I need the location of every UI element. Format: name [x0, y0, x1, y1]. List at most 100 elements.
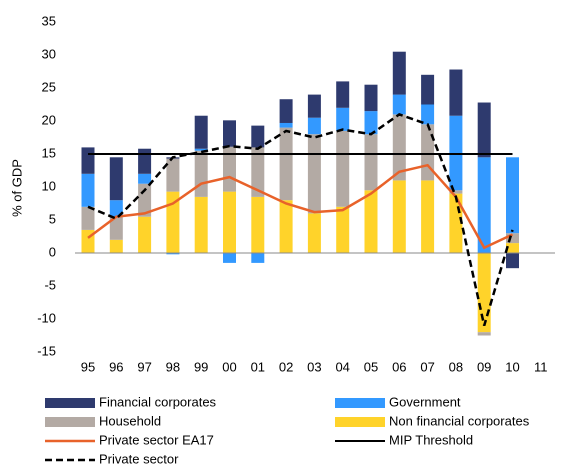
bar-segment	[166, 158, 180, 192]
bar-segment	[364, 111, 378, 135]
bar-segment	[421, 104, 435, 125]
legend-swatch	[335, 417, 385, 427]
bar-segment	[223, 146, 236, 192]
bar-segment	[506, 233, 519, 244]
y-tick-label: 30	[42, 46, 56, 61]
line	[87, 163, 514, 250]
y-tick-label: 5	[49, 211, 56, 226]
x-tick-label: 10	[505, 359, 519, 374]
x-tick-label: 07	[420, 359, 434, 374]
bar-segment	[392, 94, 406, 115]
legend-label: Financial corporates	[99, 394, 217, 409]
bar-segment	[449, 190, 463, 194]
x-tick-label: 97	[137, 359, 151, 374]
y-tick-label: -5	[44, 277, 56, 292]
bar-segment	[223, 253, 236, 263]
bar-segment	[421, 180, 435, 253]
x-tick-label: 98	[166, 359, 180, 374]
y-tick-label: 10	[42, 178, 56, 193]
bar-segment	[364, 134, 378, 191]
bar-segment	[307, 94, 321, 118]
bar-segment	[194, 115, 208, 149]
bar-segment	[477, 102, 491, 158]
bar-segment	[223, 191, 236, 253]
bar-segment	[392, 114, 406, 181]
bar-segment	[279, 99, 293, 123]
legend-label: Government	[389, 394, 461, 409]
bar-segment	[392, 180, 406, 253]
bar-segment	[194, 196, 208, 253]
bar-segment	[392, 51, 406, 95]
y-tick-label: 25	[42, 79, 56, 94]
bar-segment	[506, 253, 519, 269]
bar-segment	[251, 196, 265, 253]
x-tick-label: 99	[194, 359, 208, 374]
bar-segment	[336, 130, 350, 207]
x-tick-label: 09	[477, 359, 491, 374]
x-tick-label: 11	[534, 359, 548, 374]
bar-segment	[109, 216, 123, 240]
bar-segment	[506, 243, 519, 253]
x-tick-label: 04	[335, 359, 349, 374]
bar-segment	[307, 117, 321, 135]
bar-segment	[109, 200, 123, 217]
legend-label: Household	[99, 413, 161, 428]
x-tick-label: 06	[392, 359, 406, 374]
x-tick-label: 05	[364, 359, 378, 374]
y-tick-label: -15	[37, 343, 56, 358]
bar-segment	[194, 148, 208, 151]
bar-segment	[223, 120, 236, 147]
bar-segment	[138, 216, 152, 253]
bar-segment	[251, 147, 265, 197]
x-tick-label: 01	[251, 359, 265, 374]
bar-segment	[138, 148, 152, 174]
bar-segment	[109, 239, 123, 253]
bar-segment	[251, 125, 265, 148]
bar-segment	[449, 69, 463, 116]
bar-segment	[109, 157, 123, 201]
y-tick-label: 35	[42, 13, 56, 28]
legend-swatch	[45, 398, 95, 408]
bar-segment	[307, 213, 321, 253]
legend-label: MIP Threshold	[389, 432, 473, 447]
bar-segment	[81, 173, 95, 207]
bar-segment	[477, 332, 491, 336]
bar-segment	[506, 157, 519, 234]
x-tick-label: 00	[222, 359, 236, 374]
x-tick-label: 02	[279, 359, 293, 374]
bar-segment	[421, 74, 435, 105]
bar-segment	[194, 150, 208, 197]
y-tick-label: -10	[37, 310, 56, 325]
bar-segment	[279, 122, 293, 128]
bar-segment	[336, 81, 350, 108]
x-tick-label: 96	[109, 359, 123, 374]
bar-segment	[138, 173, 152, 184]
legend-label: Private sector EA17	[99, 432, 214, 447]
dashed-line	[87, 113, 514, 326]
legend-swatch	[335, 398, 385, 408]
bar-segment	[166, 191, 180, 253]
bar-segment	[279, 127, 293, 201]
legend-label: Non financial corporates	[389, 413, 530, 428]
x-tick-label: 03	[307, 359, 321, 374]
bar-segment	[166, 253, 180, 255]
bar-segment	[279, 200, 293, 253]
bar-segment	[307, 134, 321, 214]
bar-segment	[251, 253, 265, 263]
x-tick-label: 08	[449, 359, 463, 374]
x-tick-label: 95	[81, 359, 95, 374]
bar-segment	[364, 190, 378, 253]
bar-segment	[336, 107, 350, 131]
bar-segment	[81, 147, 95, 174]
bar-segment	[477, 157, 491, 253]
bar-segment	[364, 84, 378, 112]
legend-swatch	[45, 417, 95, 427]
y-tick-label: 0	[49, 244, 56, 259]
legend-label: Private sector	[99, 451, 179, 466]
y-tick-label: 15	[42, 145, 56, 160]
y-axis-label: % of GDP	[9, 159, 24, 217]
bar-segment	[336, 206, 350, 253]
bar-segment	[81, 206, 95, 230]
y-tick-label: 20	[42, 112, 56, 127]
